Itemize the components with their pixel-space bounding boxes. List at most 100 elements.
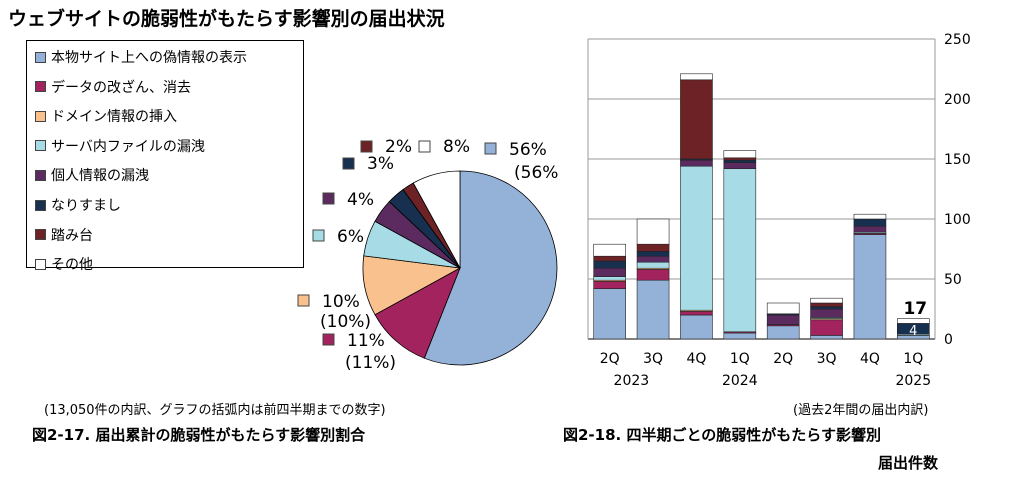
bar-segment — [636, 255, 670, 263]
legend-label: データの改ざん、消去 — [51, 79, 191, 96]
x-tick-label: 1Q — [730, 351, 750, 367]
x-tick-label: 3Q — [817, 351, 837, 367]
pie-slice — [374, 267, 461, 359]
bar-caption-line2: 届出件数 — [878, 454, 939, 472]
x-tick-label: 3Q — [643, 351, 663, 367]
x-tick-label: 1Q — [903, 351, 923, 367]
legend-item: ドメイン情報の挿入 — [35, 102, 177, 130]
y-tick-label: 100 — [944, 212, 971, 228]
pie-label-swatch — [360, 140, 373, 153]
legend-label: ドメイン情報の挿入 — [51, 109, 177, 126]
pie-prev-label: (10%) — [320, 312, 371, 332]
x-year-label: 2023 — [614, 373, 650, 389]
pie-label-swatch — [312, 229, 325, 242]
pie-label-swatch — [418, 140, 431, 153]
bar-segment — [766, 325, 800, 340]
legend-swatch — [35, 229, 46, 241]
legend-item: 踏み台 — [35, 221, 93, 249]
legend-swatch — [35, 199, 46, 211]
bar-segment — [810, 297, 843, 304]
pie-chart: 56% (56%) 11%(11%) 10%(10%) 6% 4% 3%2% 8% — [297, 137, 560, 373]
pie-label-swatch — [342, 157, 355, 170]
bar-segment — [636, 279, 670, 340]
pie-slice — [423, 170, 558, 366]
bar-segment — [593, 255, 626, 262]
bar-segment — [723, 159, 757, 163]
pie-label-swatch — [322, 333, 335, 346]
pie-prev-label: (56%) — [514, 163, 560, 183]
bar-segment — [810, 306, 843, 310]
y-tick-label: 200 — [944, 92, 971, 108]
legend-label: なりすまし — [51, 198, 121, 214]
stacked-bar-chart: 0 50 100 150 200 250 2Q 3Q 4Q 1Q 2Q 3Q 4Q 1Q 2023 2024 2… — [587, 32, 971, 389]
legend-item: 本物サイト上への偽情報の表示 — [35, 43, 247, 71]
bar-segment — [680, 314, 713, 340]
bar-segment — [723, 162, 757, 169]
y-tick-label: 150 — [944, 152, 971, 168]
pie-label: 8% — [443, 137, 470, 157]
bar-segment — [897, 318, 930, 324]
bar-segment — [766, 314, 800, 325]
x-year-label: 2025 — [895, 373, 931, 389]
pie-legend: 本物サイト上への偽情報の表示 データの改ざん、消去 ドメイン情報の挿入サーバ内ファイ… — [26, 40, 304, 273]
pie-label: 4% — [347, 190, 374, 210]
page-title: ウェブサイトの脆弱性がもたらす影響別の届出状況 — [8, 8, 445, 30]
bar-segment — [853, 225, 887, 233]
bar-segment — [636, 218, 670, 245]
bar-segment — [810, 302, 843, 307]
bar-segment — [723, 157, 757, 161]
bar-segment — [636, 243, 670, 252]
bar-segment — [636, 261, 670, 269]
legend-swatch — [35, 169, 46, 181]
legend-item: サーバ内ファイルの漏洩 — [35, 132, 205, 160]
bar-segment — [810, 335, 843, 340]
bar-segment — [723, 168, 757, 333]
pie-label-swatch — [322, 192, 335, 205]
bar-segment — [680, 165, 713, 311]
bar-segment — [723, 150, 757, 159]
legend-label: 個人情報の漏洩 — [51, 168, 149, 185]
pie-label: 56% — [509, 140, 547, 160]
pie-note: (13,050件の内訳、グラフの括弧内は前四半期までの数字) — [44, 403, 386, 418]
bar-note: (過去2年間の届出内訳) — [793, 403, 929, 418]
bar-segment — [593, 260, 626, 269]
bar-segment — [593, 276, 626, 281]
y-tick-label: 250 — [944, 32, 971, 48]
bar-segment — [853, 213, 887, 220]
pie-label: 3% — [367, 154, 394, 174]
pie-label: 2% — [385, 137, 412, 157]
legend-item: データの改ざん、消去 — [35, 73, 191, 101]
legend-item: 個人情報の漏洩 — [35, 161, 149, 189]
pie-label-swatch — [297, 294, 310, 307]
bar-segment — [853, 234, 887, 340]
x-tick-label: 2Q — [600, 351, 620, 367]
pie-prev-label: (11%) — [345, 353, 396, 373]
bar-segment — [766, 302, 800, 315]
pie-caption: 図2-17. 届出累計の脆弱性がもたらす影響別割合 — [32, 426, 366, 444]
bar-segment — [593, 281, 626, 289]
x-year-label: 2024 — [722, 373, 758, 389]
bar-segment — [680, 159, 713, 167]
legend-swatch — [35, 140, 46, 152]
legend-label: その他 — [51, 257, 93, 274]
legend-swatch — [35, 110, 46, 122]
bar-segment — [636, 269, 670, 281]
legend-swatch — [35, 81, 46, 93]
legend-item: なりすまし — [35, 191, 121, 219]
pie-label: 10% — [322, 292, 360, 312]
legend-swatch — [35, 258, 46, 270]
y-tick-label: 50 — [944, 272, 962, 288]
bar-segment — [810, 319, 843, 336]
bar-segment — [593, 288, 626, 340]
x-tick-label: 4Q — [860, 351, 880, 367]
x-tick-label: 4Q — [686, 351, 706, 367]
bar-segment — [723, 332, 757, 340]
bar-segment — [593, 267, 626, 277]
pie-slice — [412, 170, 461, 269]
legend-item: その他 — [35, 250, 93, 278]
bar-prev-annotation: 4 — [909, 324, 917, 339]
bar-segment — [853, 218, 887, 227]
legend-label: 本物サイト上への偽情報の表示 — [51, 50, 247, 66]
bar-segment — [593, 243, 626, 257]
legend-label: サーバ内ファイルの漏洩 — [51, 138, 205, 155]
